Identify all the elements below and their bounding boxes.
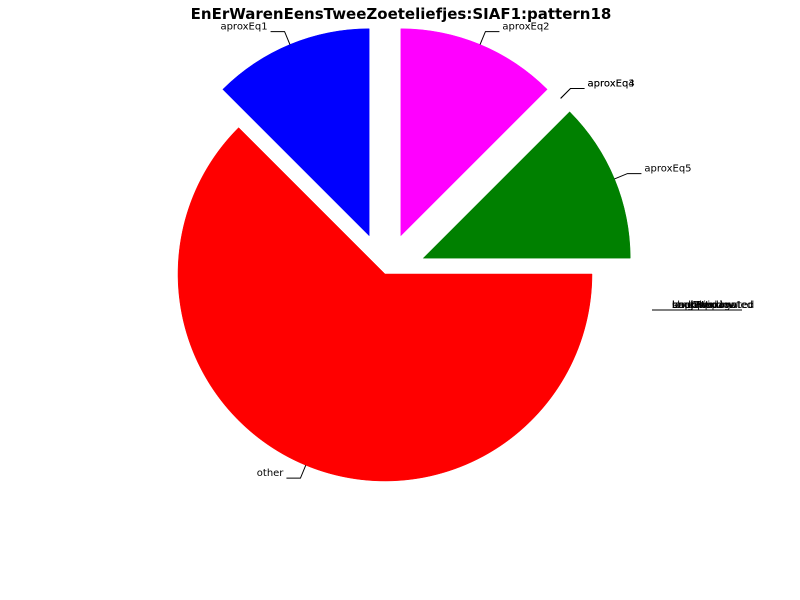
slice-aproxeq2-leader-line [479, 31, 500, 45]
slice-other-label: other [257, 468, 285, 479]
slice-other-leader-line [286, 465, 307, 479]
slice-aproxeq3-label: aproxEq3 [588, 78, 635, 89]
slice-aproxeq5-label: aproxEq5 [644, 164, 691, 175]
slice-shortwindow-label: shortWindow [672, 300, 737, 311]
slice-aproxeq1 [222, 28, 370, 237]
slice-aproxeq4-leader-line [560, 87, 585, 99]
slice-badgap-label: badGap [672, 300, 711, 311]
slice-longwindow-label: longWindow [672, 300, 733, 311]
slice-aproxeq5-leader-line [614, 173, 642, 180]
slice-aproxeq1-label: aproxEq1 [220, 22, 267, 33]
pie-slices [177, 28, 631, 482]
slice-aproxeq1-leader-line [270, 31, 291, 45]
chart-title: EnErWarenEensTweeZoeteliefjes:SIAF1:patt… [191, 5, 612, 23]
slice-aproxeq3-leader-line [560, 87, 585, 99]
slice-unapproximated-label: unapproximated [672, 300, 754, 311]
slice-aproxeq2 [400, 28, 548, 237]
slice-aproxeq2-label: aproxEq2 [502, 22, 549, 33]
slice-backpropagated-label: backPropagated [672, 300, 753, 311]
slice-aproxeq4-label: aproxEq4 [588, 78, 635, 89]
slice-unpicked-label: unpicked [672, 300, 717, 311]
